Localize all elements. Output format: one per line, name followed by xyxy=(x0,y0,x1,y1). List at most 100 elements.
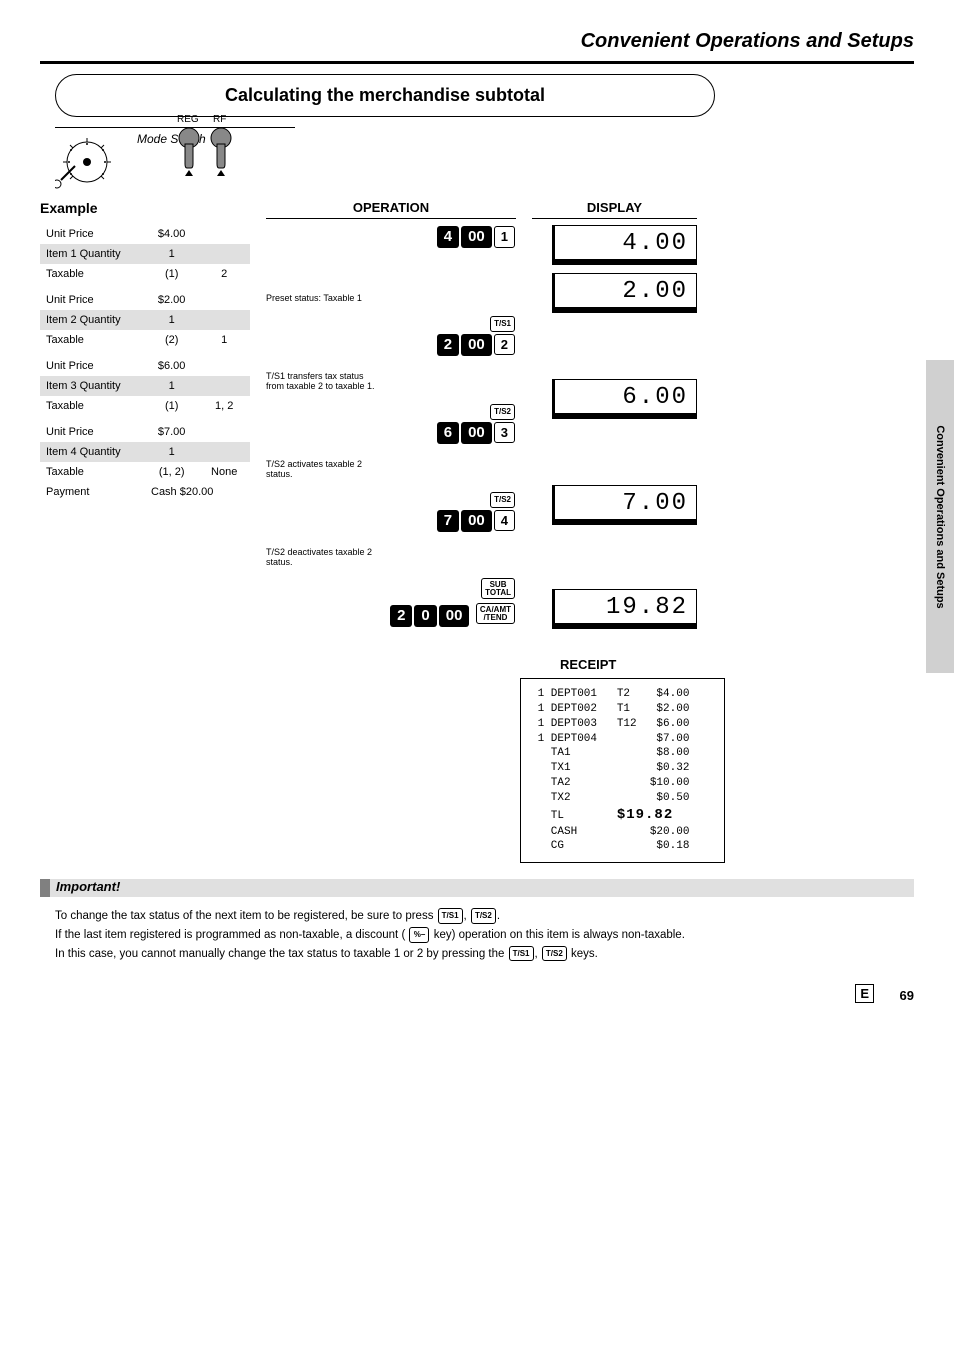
row-value: 1 xyxy=(145,310,198,330)
header-rule xyxy=(40,61,914,64)
operation-annotation: T/S2 activates taxable 2status. xyxy=(266,459,362,479)
mode-arrow-icon xyxy=(207,124,235,182)
table-row: Item 2 Quantity1 xyxy=(40,310,250,330)
subsection-bar: Important! xyxy=(40,879,914,897)
digit-key: 2 xyxy=(390,605,412,627)
row-value xyxy=(198,290,250,310)
row-value: 1 xyxy=(145,442,198,462)
mode-arrow-icon xyxy=(175,124,203,182)
tender-key: CA/AMT/TEND xyxy=(476,603,515,624)
footer-label: E xyxy=(855,984,874,1003)
row-value: (1) xyxy=(145,264,198,284)
row-label: Item 2 Quantity xyxy=(40,310,145,330)
table-row: Unit Price$6.00 xyxy=(40,356,250,376)
operation-annotation: T/S2 deactivates taxable 2status. xyxy=(266,547,372,567)
side-tab: Convenient Operations and Setups xyxy=(926,360,954,673)
mode-switch-icon xyxy=(55,132,119,190)
table-row: PaymentCash $20.00 xyxy=(40,482,250,502)
mode-row: Mode Switch REG RF xyxy=(55,127,295,190)
mode-arrow-label: RF xyxy=(213,114,226,125)
table-row: Taxable(1)2 xyxy=(40,264,250,284)
table-row: Taxable(1)1, 2 xyxy=(40,396,250,416)
tax-shift-key: T/S2 xyxy=(490,404,515,420)
row-value: $4.00 xyxy=(145,224,198,244)
row-value xyxy=(198,244,250,264)
table-row: Taxable(2)1 xyxy=(40,330,250,350)
example-table: Unit Price$4.00Item 1 Quantity1Taxable(1… xyxy=(40,224,250,502)
digit-key: 2 xyxy=(437,334,459,356)
table-row: Item 1 Quantity1 xyxy=(40,244,250,264)
display-box: 6.00 xyxy=(552,379,697,419)
row-value: $7.00 xyxy=(145,422,198,442)
table-row: Unit Price$2.00 xyxy=(40,290,250,310)
pct-key-ref: %– xyxy=(409,927,429,943)
row-value xyxy=(198,376,250,396)
row-value: $2.00 xyxy=(145,290,198,310)
row-value xyxy=(198,422,250,442)
row-value: (2) xyxy=(145,330,198,350)
row-label: Unit Price xyxy=(40,290,145,310)
display-box: 4.00 xyxy=(552,225,697,265)
row-value: 1 xyxy=(145,244,198,264)
dept-key: 4 xyxy=(494,510,515,532)
row-label: Payment xyxy=(40,482,145,502)
table-row: Taxable(1, 2)None xyxy=(40,462,250,482)
note-text: . xyxy=(497,910,500,922)
row-value xyxy=(198,310,250,330)
display-box: 7.00 xyxy=(552,485,697,525)
note-text: , xyxy=(535,947,541,959)
note-text: , xyxy=(464,910,470,922)
row-label: Unit Price xyxy=(40,356,145,376)
row-value: 1, 2 xyxy=(198,396,250,416)
digit-key: 7 xyxy=(437,510,459,532)
operation-block: T/S26003T/S2 activates taxable 2status. xyxy=(266,401,516,481)
display-column: DISPLAY 4.002.006.007.0019.82 xyxy=(532,200,697,637)
page-number: 69 xyxy=(900,988,914,1003)
operation-annotation: T/S1 transfers tax statusfrom taxable 2 … xyxy=(266,371,375,391)
example-column: Example Unit Price$4.00Item 1 Quantity1T… xyxy=(40,200,250,502)
ts1-key-ref: T/S1 xyxy=(509,946,534,962)
display-gap xyxy=(532,321,697,379)
table-row: Unit Price$7.00 xyxy=(40,422,250,442)
row-label: Unit Price xyxy=(40,224,145,244)
digit-key: 00 xyxy=(461,422,492,444)
row-value: 1 xyxy=(198,330,250,350)
digit-key: 00 xyxy=(461,334,492,356)
display-gap xyxy=(532,533,697,589)
title-box: Calculating the merchandise subtotal xyxy=(55,74,715,117)
display-box: 2.00 xyxy=(552,273,697,313)
subsection-title: Important! xyxy=(56,879,120,894)
page-header: Convenient Operations and Setups xyxy=(0,0,954,61)
row-label: Taxable xyxy=(40,330,145,350)
row-label: Taxable xyxy=(40,264,145,284)
display-heading: DISPLAY xyxy=(532,200,697,219)
row-value xyxy=(198,356,250,376)
row-label: Item 4 Quantity xyxy=(40,442,145,462)
table-row: Unit Price$4.00 xyxy=(40,224,250,244)
dept-key: 2 xyxy=(494,334,515,356)
note-body: To change the tax status of the next ite… xyxy=(0,903,954,963)
note-text: key) operation on this item is always no… xyxy=(434,929,685,941)
subtotal-key: SUBTOTAL xyxy=(481,578,515,599)
operation-annotation: Preset status: Taxable 1 xyxy=(266,293,362,303)
row-label: Taxable xyxy=(40,396,145,416)
display-gap xyxy=(532,427,697,485)
row-label: Item 1 Quantity xyxy=(40,244,145,264)
note-text: To change the tax status of the next ite… xyxy=(55,910,437,922)
row-label: Item 3 Quantity xyxy=(40,376,145,396)
row-value: Cash $20.00 xyxy=(145,482,250,502)
tax-shift-key: T/S1 xyxy=(490,316,515,332)
row-value: $6.00 xyxy=(145,356,198,376)
note-text: If the last item registered is programme… xyxy=(55,929,405,941)
row-value: 1 xyxy=(145,376,198,396)
ts2-key-ref: T/S2 xyxy=(542,946,567,962)
tender-row: 2000 CA/AMT/TEND xyxy=(266,602,516,628)
row-value: 2 xyxy=(198,264,250,284)
mode-arrow-label: REG xyxy=(177,114,199,125)
operation-block: T/S27004T/S2 deactivates taxable 2status… xyxy=(266,489,516,569)
row-value xyxy=(198,224,250,244)
side-tab-label: Convenient Operations and Setups xyxy=(934,425,946,608)
table-row: Item 4 Quantity1 xyxy=(40,442,250,462)
digit-key: 6 xyxy=(437,422,459,444)
digit-key: 4 xyxy=(437,226,459,248)
